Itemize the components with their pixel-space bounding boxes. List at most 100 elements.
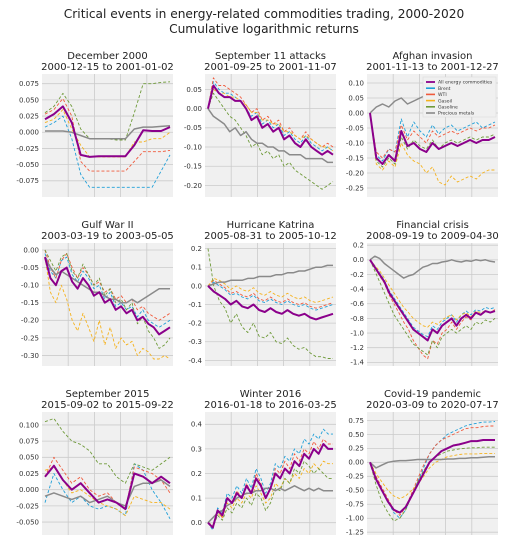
legend-entry: Gasoil	[438, 98, 452, 104]
series-line-gasoline	[207, 248, 333, 359]
panel-date-range: 2015-09-02 to 2015-09-22	[41, 400, 174, 411]
y-tick-label: 0.1	[191, 264, 202, 272]
y-tick-label: -0.2	[350, 271, 364, 279]
y-tick-label: -0.05	[184, 124, 202, 132]
y-tick-label: 0.025	[19, 112, 39, 120]
legend-entry: Gasoline	[438, 105, 458, 111]
y-tick-label: -0.3	[188, 338, 202, 346]
series-line-all-energy-commodities	[369, 259, 496, 342]
y-tick-label: 0.3	[191, 445, 202, 453]
y-tick-label: -0.8	[350, 315, 364, 323]
legend-entry: Precious metals	[438, 111, 475, 117]
y-tick-label: 0.0	[353, 256, 364, 264]
y-tick-label: 0.0	[191, 519, 202, 527]
figure-subtitle: Cumulative logarithmic returns	[169, 22, 359, 36]
series-line-brent	[207, 428, 333, 531]
panel-title: Covid-19 pandemic	[384, 389, 481, 400]
y-tick-label: 0.000	[19, 486, 39, 494]
y-tick-label: -0.050	[16, 518, 39, 526]
series-line-all-energy-commodities	[44, 464, 171, 511]
series-line-all-energy-commodities	[207, 84, 334, 156]
panel-title: September 2015	[66, 389, 150, 400]
series-line-all-energy-commodities	[369, 112, 496, 165]
panel-title: Afghan invasion	[393, 51, 473, 62]
panel-title: September 11 attacks	[215, 51, 326, 62]
y-tick-label: 0.1	[191, 495, 202, 503]
y-tick-label: -0.2	[188, 320, 202, 328]
y-tick-label: 0.0	[191, 282, 202, 290]
plot-area	[367, 412, 498, 535]
series-line-gasoil	[369, 452, 495, 500]
y-tick-label: 0.00	[23, 246, 39, 254]
panel-title: Financial crisis	[396, 220, 469, 231]
series-line-gasoil	[207, 277, 334, 304]
y-tick-label: -0.10	[184, 143, 202, 151]
y-tick-label: 0.00	[348, 109, 364, 117]
series-line-brent	[44, 253, 171, 328]
series-line-gasoline	[44, 249, 171, 349]
y-tick-label: -1.2	[350, 344, 364, 352]
series-line-brent	[44, 115, 171, 188]
panel-date-range: 2001-09-25 to 2001-11-07	[204, 62, 337, 73]
plot-area	[42, 74, 173, 197]
y-tick-label: 0.075	[19, 438, 39, 446]
series-line-gasoline	[207, 460, 333, 529]
y-tick-label: -0.075	[16, 177, 39, 185]
y-tick-label: 0.025	[19, 470, 39, 478]
series-line-precious-metals	[207, 108, 333, 164]
y-tick-label: -0.4	[188, 357, 202, 365]
series-line-all-energy-commodities	[44, 256, 171, 336]
series-line-all-energy-commodities	[44, 105, 171, 158]
y-tick-label: -0.1	[188, 301, 202, 309]
y-tick-label: -0.25	[21, 334, 39, 342]
series-line-gasoline	[369, 259, 496, 356]
panel-title: Gulf War II	[81, 220, 133, 231]
panel-date-range: 2020-03-09 to 2020-07-17	[366, 400, 499, 411]
y-tick-label: -0.15	[184, 163, 202, 171]
y-tick-label: -0.15	[21, 299, 39, 307]
panel-date-range: 2001-11-13 to 2001-12-27	[366, 62, 499, 73]
y-tick-label: 0.00	[186, 105, 202, 113]
figure-title: Critical events in energy-related commod…	[64, 7, 464, 21]
series-line-brent	[369, 259, 496, 338]
y-tick-label: 0.100	[19, 421, 39, 429]
y-tick-label: 0.75	[348, 417, 364, 425]
y-tick-label: -0.50	[346, 487, 364, 495]
y-tick-label: -0.025	[16, 145, 39, 153]
series-line-wti	[369, 112, 496, 159]
series-line-all-energy-commodities	[207, 285, 334, 321]
y-tick-label: -1.4	[350, 359, 364, 367]
y-tick-label: 0.00	[348, 459, 364, 467]
y-tick-label: -0.10	[21, 282, 39, 290]
y-tick-label: -0.30	[21, 352, 39, 360]
series-line-all-energy-commodities	[369, 439, 495, 514]
panel-date-range: 2005-08-31 to 2005-10-12	[204, 231, 337, 242]
legend-box	[422, 76, 497, 118]
panel-title: Winter 2016	[240, 389, 302, 400]
panel-title: Hurricane Katrina	[227, 220, 315, 231]
series-line-wti	[44, 98, 171, 172]
y-tick-label: -0.75	[346, 501, 364, 509]
y-tick-label: 0.075	[19, 80, 39, 88]
y-tick-label: -0.25	[346, 184, 364, 192]
series-line-wti	[207, 279, 334, 309]
y-tick-label: -0.20	[21, 317, 39, 325]
y-tick-label: -0.10	[346, 139, 364, 147]
plot-area	[205, 74, 336, 197]
panel-date-range: 2008-09-19 to 2009-04-30	[366, 231, 499, 242]
series-line-wti	[44, 249, 171, 321]
series-line-gasoline	[44, 418, 171, 484]
y-tick-label: 0.050	[19, 96, 39, 104]
panel-date-range: 2016-01-18 to 2016-03-25	[204, 400, 337, 411]
series-line-brent	[207, 81, 334, 152]
y-tick-label: -0.05	[21, 264, 39, 272]
